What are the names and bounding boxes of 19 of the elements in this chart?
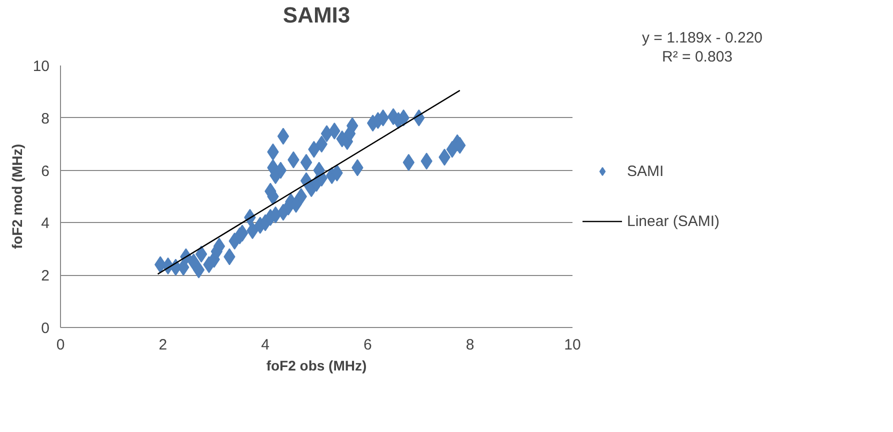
x-tick-label: 10	[564, 336, 581, 354]
y-tick-label: 10	[32, 58, 50, 75]
x-tick-label: 2	[158, 336, 168, 354]
y-axis-title: foF2 mod (MHz)	[8, 144, 25, 249]
x-tick-label: 4	[261, 336, 270, 354]
x-tick-label: 6	[364, 336, 372, 354]
x-axis-title: foF2 obs (MHz)	[266, 358, 367, 374]
text: y = 1.189x - 0.220	[642, 30, 762, 46]
y-tick-label: 0	[41, 320, 50, 337]
x-tick-label: 8	[466, 336, 474, 354]
x-tick-label: 0	[56, 336, 65, 354]
y-tick-label: 6	[41, 162, 50, 180]
text: R² = 0.803	[662, 48, 733, 66]
chart-title: SAMI3	[282, 2, 350, 28]
y-tick-label: 8	[41, 110, 50, 128]
legend-label: Linear (SAMI)	[627, 212, 720, 230]
y-tick-label: 2	[41, 268, 50, 285]
legend-label: SAMI	[627, 162, 664, 180]
y-tick-label: 4	[41, 215, 50, 232]
